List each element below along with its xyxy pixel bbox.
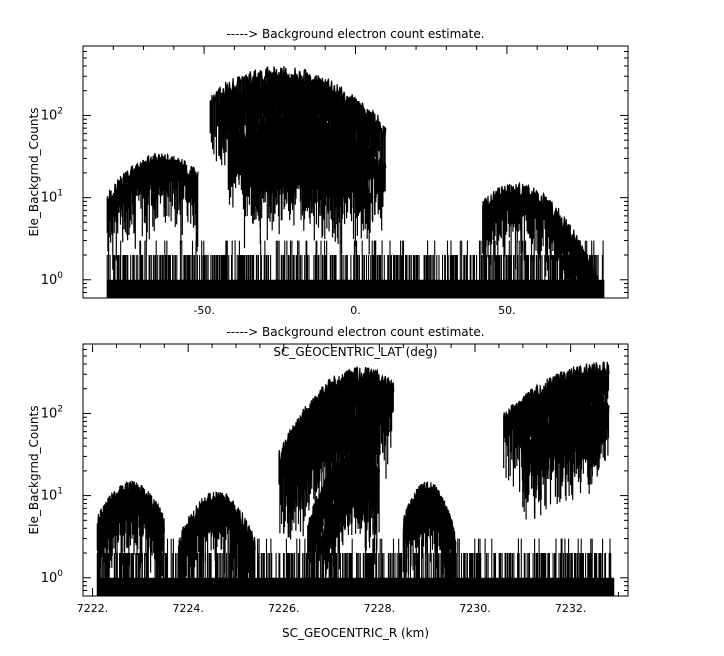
y-tick-label: 101 (41, 189, 63, 206)
count-series-12 (96, 480, 165, 578)
x-tick-label: 7226. (268, 602, 300, 615)
x-tick-label: 7224. (172, 602, 204, 615)
top-chart-series-group (106, 65, 605, 298)
bottom-chart-title: -----> Background electron count estimat… (226, 325, 484, 339)
count-series-6 (321, 463, 378, 578)
baseline-count-spikes (106, 240, 605, 298)
top-chart-y-axis-label: Ele_Backgrnd_Counts (27, 108, 41, 237)
top-chart-title: -----> Background electron count estimat… (226, 27, 484, 41)
x-tick-label: 50. (498, 304, 516, 317)
y-tick-label: 102 (41, 404, 63, 421)
count-series-13 (178, 491, 256, 578)
count-series-7 (252, 149, 344, 255)
x-tick-label: 7222. (77, 602, 109, 615)
x-tick-label: -50. (193, 304, 214, 317)
x-tick-label: 0. (350, 304, 361, 317)
count-series-8 (106, 152, 199, 270)
bottom-chart-panel: -----> Background electron count estimat… (27, 325, 629, 640)
bottom-chart-y-axis-label: Ele_Backgrnd_Counts (27, 406, 41, 535)
y-tick-label: 100 (41, 271, 64, 288)
bottom-chart-x-axis-label: SC_GEOCENTRIC_R (km) (282, 626, 429, 640)
count-series-9 (482, 181, 599, 280)
count-series-10 (531, 408, 600, 518)
top-chart-panel: -----> Background electron count estimat… (27, 27, 629, 359)
baseline-count-spikes (96, 538, 615, 596)
x-tick-label: 7232. (555, 602, 587, 615)
bottom-chart-series-group (96, 361, 615, 596)
count-series-11 (402, 481, 457, 578)
y-tick-label: 101 (41, 487, 63, 504)
y-tick-label: 100 (41, 569, 64, 586)
x-tick-label: 7230. (459, 602, 491, 615)
y-tick-label: 102 (41, 106, 63, 123)
bottom-chart-axes: 7222. 7224. 7226. 7228. 7230. 7232. 100 101 102 (41, 343, 628, 615)
x-tick-label: 7228. (364, 602, 396, 615)
top-chart-x-axis-label: SC_GEOCENTRIC_LAT (deg) (273, 345, 437, 359)
